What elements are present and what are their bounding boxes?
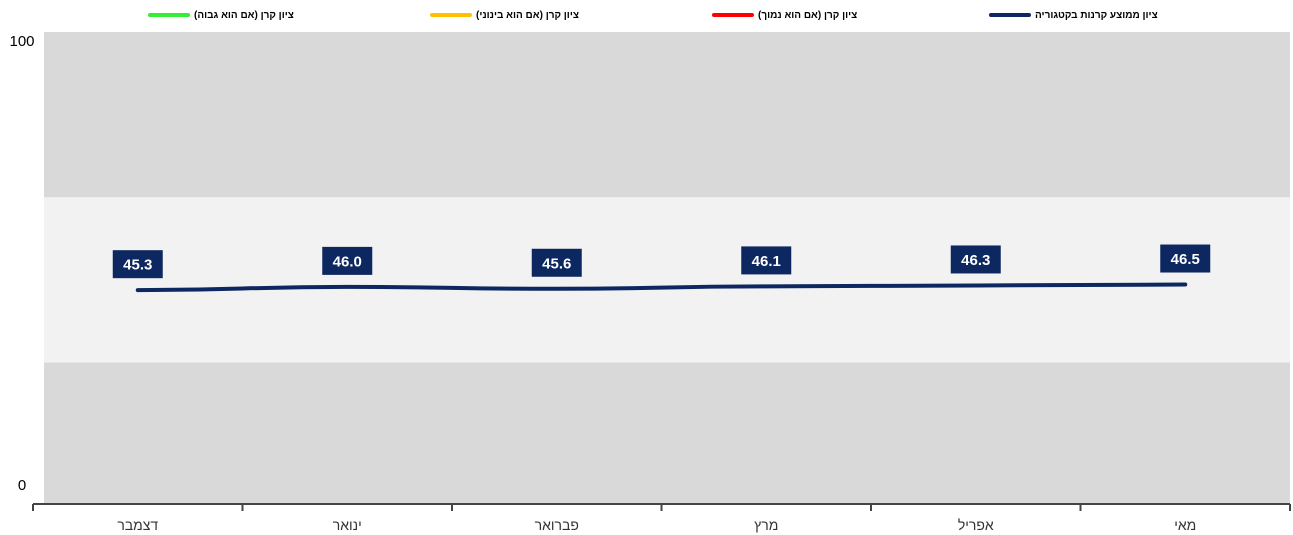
legend-label-category-average: ציון ממוצע קרנות בקטגוריה: [1035, 9, 1158, 21]
legend-item-category-average: ציון ממוצע קרנות בקטגוריה: [989, 8, 1158, 22]
legend-item-fund-medium: ציון קרן (אם הוא בינוני): [430, 8, 579, 22]
legend-swatch-fund-high: [148, 13, 190, 17]
data-label-box: [1160, 244, 1211, 273]
data-label-box: [322, 246, 373, 275]
legend-label-fund-high: ציון קרן (אם הוא גבוה): [194, 9, 294, 21]
data-label-box: [950, 245, 1001, 274]
plot-band-0: [44, 362, 1290, 504]
data-label: 46.5: [1171, 251, 1200, 268]
plot-band-2: [44, 32, 1290, 198]
legend-item-fund-high: ציון קרן (אם הוא גבוה): [148, 8, 294, 22]
legend-swatch-fund-low: [712, 13, 754, 17]
legend-swatch-category-average: [989, 13, 1031, 17]
x-tick-label: מרץ: [754, 517, 778, 533]
data-label: 46.0: [333, 253, 362, 270]
series-line: [135, 282, 1188, 293]
data-label: 45.3: [123, 257, 152, 274]
legend-label-fund-low: ציון קרן (אם הוא נמוך): [758, 9, 858, 21]
data-label: 46.1: [752, 253, 781, 270]
x-tick-label: ינואר: [333, 517, 362, 533]
data-label: 45.6: [542, 255, 571, 272]
x-tick-label: מאי: [1174, 517, 1196, 533]
x-tick-label: אפריל: [958, 517, 994, 533]
data-label-box: [112, 250, 163, 279]
x-tick-label: פברואר: [535, 517, 579, 533]
legend-swatch-fund-medium: [430, 13, 472, 17]
y-tick-label: 0: [18, 477, 26, 494]
data-label-box: [531, 248, 582, 277]
data-label-box: [741, 246, 792, 275]
chart-legend: ציון ממוצע קרנות בקטגוריה ציון קרן (אם ה…: [0, 0, 1293, 30]
data-label: 46.3: [961, 252, 990, 269]
legend-label-fund-medium: ציון קרן (אם הוא בינוני): [476, 9, 579, 21]
legend-item-fund-low: ציון קרן (אם הוא נמוך): [712, 8, 857, 22]
plot-band-1: [44, 197, 1290, 363]
y-tick-label: 100: [9, 33, 34, 50]
x-tick-label: דצמבר: [117, 517, 158, 533]
